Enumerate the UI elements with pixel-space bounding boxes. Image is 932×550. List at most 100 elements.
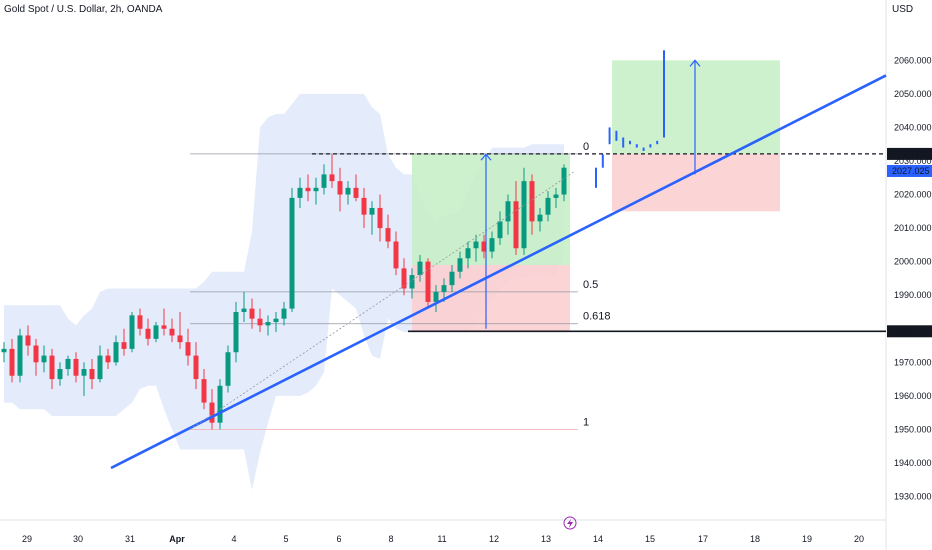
candle-body [249,308,255,319]
arrow-head [480,153,492,161]
candle [33,338,39,376]
candle [473,234,479,262]
currency-label: USD [892,4,914,15]
candle [209,389,215,430]
time-tick-label: 11 [437,534,446,544]
candle-body [17,335,23,376]
stop-zone [612,153,780,212]
target-zone [612,60,780,154]
candle [65,355,71,376]
candle [353,174,359,202]
fib-label-0-5: 0.5 [583,279,598,291]
candle-body [25,335,31,346]
candle-body [201,379,207,403]
lightning-icon-bolt [567,519,573,528]
candle-body [289,197,295,309]
time-tick-label: 12 [489,534,499,544]
candle-body [553,194,559,198]
candle-body [361,197,367,215]
fib-label-0: 0 [583,141,589,153]
candle [369,201,375,235]
candle [153,322,159,343]
candle-body [153,325,159,339]
candle [265,315,271,336]
time-tick-label: 30 [73,534,83,544]
candle-body [105,355,111,363]
candle [201,369,207,410]
candle [521,167,527,255]
price-tick-label: 1990.000 [894,290,932,300]
price-tick-label: 2010.000 [894,223,932,233]
candle [193,342,199,390]
candle [145,318,151,346]
candle [457,251,463,279]
candle-body [297,187,303,198]
candle [505,194,511,235]
time-tick-label: 20 [854,534,864,544]
projection-arrow [689,59,701,175]
candle [25,325,31,356]
candle-body [385,228,391,242]
candle-body [449,271,455,286]
candle-body [241,308,247,312]
candle-body [177,335,183,343]
candle [401,258,407,296]
candle [9,338,15,383]
candle [329,154,335,188]
candle [553,187,559,208]
price-tick-label: 2060.000 [894,55,932,65]
candle-body [417,261,423,276]
candle-body [401,268,407,289]
time-axis: 29 30 31 Apr 4 5 6 8 11 12 13 14 15 17 18 19 20 [22,516,864,544]
candle-body [137,315,143,329]
candle-body [521,181,527,249]
candle-body [209,402,215,423]
candle-body [161,325,167,329]
candle [481,234,487,259]
time-tick-label: 17 [698,534,708,544]
time-tick-label: 13 [541,534,551,544]
candle-body [33,345,39,363]
price-tick-label: 2040.000 [894,122,932,132]
candle-body [489,238,495,252]
price-label-bg [887,325,932,338]
price-label-bg [887,164,932,177]
candle-body [377,207,383,229]
candle-body [129,315,135,349]
price-label-text: 2027.025 [892,166,930,176]
candle-body [97,355,103,380]
candle [537,207,543,232]
candle-body [473,241,479,249]
chart-title: Gold Spot / U.S. Dollar, 2h, OANDA [4,4,163,15]
projection-path [595,50,665,188]
candle-body [57,369,63,380]
candle [281,301,287,326]
candle [49,348,55,390]
price-label: 2032.110 [887,147,932,160]
candle-body [217,385,223,423]
trendline [110,74,887,470]
price-tick-label: 1970.000 [894,357,932,367]
candle-body [425,261,431,302]
candle [497,211,503,245]
candle-body [305,187,311,192]
candle [313,177,319,205]
candle [321,164,327,195]
candle [393,231,399,276]
candle [89,358,95,390]
candle-body [561,167,567,195]
candle-body [545,197,551,215]
candle [561,164,567,202]
candle-body [169,328,175,336]
time-tick-label: 5 [283,534,288,544]
candle-body [1,348,7,353]
time-tick-label: 29 [22,534,32,544]
candle-body [465,248,471,259]
candle-body [457,258,463,272]
time-tick-label: 4 [231,534,236,544]
price-tick-label: 1940.000 [894,458,932,468]
candle-body [265,322,271,326]
candle [297,177,303,208]
fib-label-1: 1 [583,416,589,428]
